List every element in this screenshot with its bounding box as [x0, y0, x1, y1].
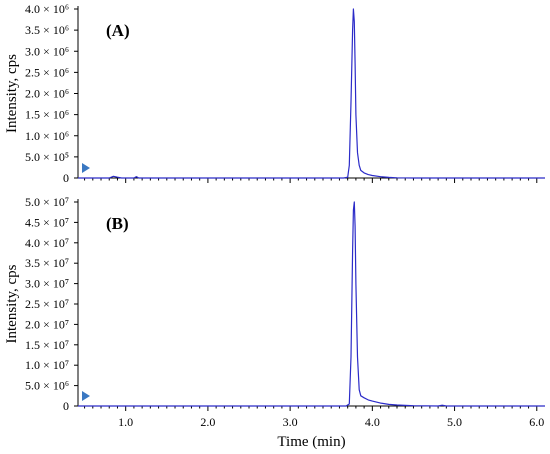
panel-2-y-tick-label: 0	[63, 399, 69, 413]
panel-2-y-axis-title: Intensity, cps	[4, 264, 20, 343]
panel-2-x-tick-label: 6.0	[529, 415, 544, 429]
panel-2-y-tick-label: 4.0 × 10⁷	[25, 236, 69, 250]
panel-2-x-tick-label: 3.0	[283, 415, 298, 429]
panel-2-y-tick-label: 3.5 × 10⁷	[25, 256, 69, 270]
panel-1-y-tick-label: 3.5 × 10⁶	[25, 23, 69, 37]
panel-2-label: (B)	[106, 214, 129, 233]
panel-1-y-tick-label: 4.0 × 10⁶	[25, 2, 69, 16]
panel-2-trace-line	[78, 201, 545, 407]
panel-2-x-tick-label: 2.0	[200, 415, 215, 429]
panel-1-y-tick-label: 1.0 × 10⁶	[25, 129, 69, 143]
panel-1-label: (A)	[106, 21, 130, 40]
panel-1-y-tick-label: 2.5 × 10⁶	[25, 65, 69, 79]
panel-1-y-axis-title: Intensity, cps	[4, 54, 20, 133]
panel-1-y-tick-label: 2.0 × 10⁶	[25, 87, 69, 101]
panel-1-y-tick-label: 3.0 × 10⁶	[25, 44, 69, 58]
panel-2-y-tick-label: 2.0 × 10⁷	[25, 317, 69, 331]
panel-2-y-tick-label: 2.5 × 10⁷	[25, 297, 69, 311]
panel-1-y-tick-label: 1.5 × 10⁶	[25, 108, 69, 122]
panel-2-start-marker	[82, 391, 90, 401]
panel-2-x-tick-label: 1.0	[118, 415, 133, 429]
panel-1-trace-line	[78, 8, 545, 179]
panel-2-x-tick-label: 4.0	[365, 415, 380, 429]
panel-2-y-tick-label: 4.5 × 10⁷	[25, 215, 69, 229]
panel-1-y-tick-label: 5.0 × 10⁵	[25, 150, 69, 164]
panel-2-y-tick-label: 1.5 × 10⁷	[25, 338, 69, 352]
panel-2-y-tick-label: 5.0 × 10⁶	[25, 379, 69, 393]
panel-1-y-tick-label: 0	[63, 171, 69, 185]
panel-2-y-tick-label: 3.0 × 10⁷	[25, 277, 69, 291]
panel-2-x-tick-label: 5.0	[447, 415, 462, 429]
panel-1-start-marker	[82, 163, 90, 173]
panel-2-x-axis-title: Time (min)	[277, 434, 345, 450]
panel-2-y-tick-label: 1.0 × 10⁷	[25, 358, 69, 372]
panel-2-y-tick-label: 5.0 × 10⁷	[25, 195, 69, 209]
